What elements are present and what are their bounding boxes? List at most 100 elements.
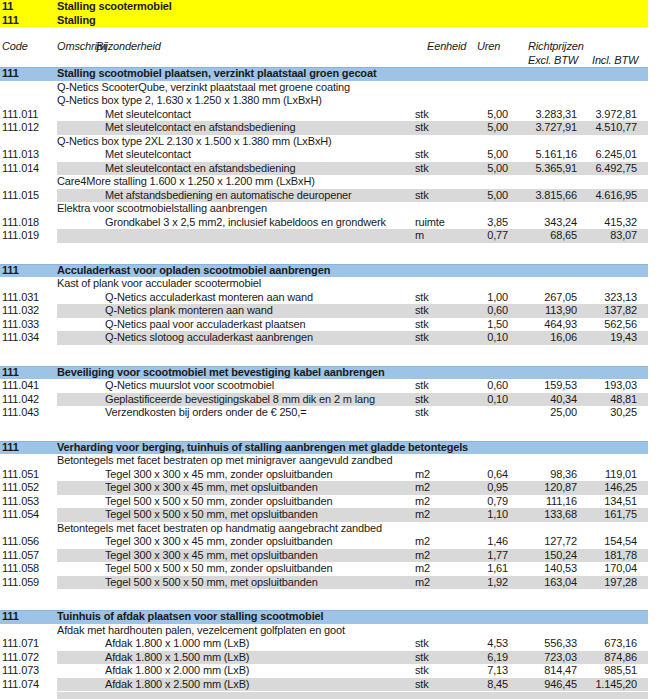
item-row: 111.034Q-Netics slotoog acculaderkast aa… — [0, 331, 661, 345]
item-row: 111.057Tegel 300 x 300 x 45 mm, met opsl… — [0, 549, 661, 563]
section: 111 Tuinhuis of afdak plaatsen voor stall… — [0, 610, 661, 691]
group-label: Kast of plank voor acculader scootermobi… — [57, 277, 261, 291]
section-header-row: 111 Tuinhuis of afdak plaatsen voor stall… — [0, 610, 661, 624]
cell-code: 111.074 — [2, 678, 39, 692]
cell-code: 111.071 — [2, 637, 39, 651]
item-row: 111.015 Met afstandsbediening en automati… — [0, 189, 661, 203]
group-row: Q-Netics box type 2XL 2.130 x 1.500 x 1.… — [0, 135, 661, 149]
section: 111Acculaderkast voor opladen scootmobie… — [0, 264, 661, 345]
cell-code: 111.058 — [2, 562, 39, 576]
cell-eenheid: m2 — [415, 481, 430, 495]
section-code: 111 — [2, 264, 19, 278]
section-header-row: 111Acculaderkast voor opladen scootmobie… — [0, 264, 661, 278]
group-row: Q-Netics ScooterQube, verzinkt plaatstaa… — [0, 81, 661, 95]
cell-code: 111.051 — [2, 468, 39, 482]
cell-eenheid: stk — [415, 393, 429, 407]
cell-code: 111.053 — [2, 495, 39, 509]
cell-eenheid: stk — [415, 637, 429, 651]
group-label: Q-Netics ScooterQube, verzinkt plaatstaa… — [57, 81, 350, 95]
section: 111 Stalling scootmobiel plaatsen, verzin… — [0, 67, 661, 243]
section-title: Stalling scootmobiel plaatsen, verzinkt … — [57, 67, 376, 81]
cell-code: 111.043 — [2, 406, 39, 420]
item-row: 111.012Met sleutelcontact en afstandsbed… — [0, 121, 661, 135]
item-row: 111.074Afdak 1.800 x 2.500 mm (LxB)stk8,… — [0, 678, 661, 692]
cell-description: Tegel 500 x 500 x 50 mm, zonder opsluitb… — [105, 495, 332, 509]
item-row: 111.043Verzendkosten bij orders onder de… — [0, 406, 661, 420]
cell-eenheid: m2 — [415, 535, 430, 549]
cell-incl-btw: 193,03 — [560, 379, 637, 393]
cell-code: 111.031 — [2, 291, 39, 305]
section-header-row: 111Verharding voor berging, tuinhuis of … — [0, 441, 661, 455]
cell-code: 111.052 — [2, 481, 39, 495]
cell-description: Q-Netics acculaderkast monteren aan wand — [105, 291, 313, 305]
cell-description: Tegel 300 x 300 x 45 mm, zonder opsluitb… — [105, 535, 332, 549]
cell-eenheid: stk — [415, 318, 429, 332]
title-label: Stalling scootermobiel — [57, 0, 172, 14]
cell-incl-btw: 874,86 — [560, 651, 637, 665]
group-label: Betontegels met facet bestraten op met m… — [57, 454, 392, 468]
cell-code: 111.042 — [2, 393, 39, 407]
cell-description: Tegel 500 x 500 x 50 mm, met opsluitband… — [105, 508, 318, 522]
cell-incl-btw: 161,75 — [560, 508, 637, 522]
cell-eenheid: stk — [415, 331, 429, 345]
cell-eenheid: stk — [415, 651, 429, 665]
group-label: Q-Netics box type 2XL 2.130 x 1.500 x 1.… — [57, 135, 332, 149]
item-row: 111.056Tegel 300 x 300 x 45 mm, zonder o… — [0, 535, 661, 549]
section-header-row: 111Beveiliging voor scootmobiel met beve… — [0, 366, 661, 380]
cell-eenheid: stk — [415, 108, 429, 122]
item-row: 111.014 Met sleutelcontact en afstandsbed… — [0, 162, 661, 176]
cell-code: 111.015 — [2, 189, 39, 203]
cell-code: 111.014 — [2, 162, 39, 176]
item-row: 111.052Tegel 300 x 300 x 45 mm, met opsl… — [0, 481, 661, 495]
section-code: 111 — [2, 610, 19, 624]
column-header-row-1: Code Omschrijvi Bijzonderheid Eenheid Ur… — [0, 40, 661, 54]
cell-description: Met afstandsbediening en automatische de… — [105, 189, 352, 203]
section: 111Verharding voor berging, tuinhuis of … — [0, 441, 661, 590]
cell-incl-btw: 154,54 — [560, 535, 637, 549]
cell-code: 111.073 — [2, 664, 39, 678]
title-row-1: 11 Stalling scootermobiel — [0, 0, 661, 14]
yellow-highlight — [0, 14, 648, 28]
col-header-incl-btw: Incl. BTW — [592, 54, 638, 68]
col-header-code: Code — [2, 40, 28, 54]
section-title: Tuinhuis of afdak plaatsen voor stalling… — [57, 610, 323, 624]
section-code: 111 — [2, 67, 19, 81]
cell-code: 111.013 — [2, 148, 39, 162]
group-row: Betontegels met facet bestraten op met m… — [0, 454, 661, 468]
cell-eenheid: m — [415, 229, 424, 243]
cell-code: 111.032 — [2, 304, 39, 318]
cell-code: 111.019 — [2, 229, 39, 243]
cell-eenheid: ruimte — [415, 216, 445, 230]
cell-eenheid: stk — [415, 291, 429, 305]
cell-incl-btw: 119,01 — [560, 468, 637, 482]
item-row: 111.072Afdak 1.800 x 1.500 mm (LxB)stk6,… — [0, 651, 661, 665]
cell-description: Afdak 1.800 x 1.000 mm (LxB) — [105, 637, 249, 651]
cell-code: 111.041 — [2, 379, 39, 393]
item-row: 111.058Tegel 500 x 500 x 50 mm, zonder o… — [0, 562, 661, 576]
title-code: 111 — [2, 14, 19, 28]
item-row: 111.051Tegel 300 x 300 x 45 mm, zonder o… — [0, 468, 661, 482]
group-row: Care4More stalling 1.600 x 1.250 x 1.200… — [0, 175, 661, 189]
item-row: 111.054Tegel 500 x 500 x 50 mm, met opsl… — [0, 508, 661, 522]
item-row: 111.041Q-Netics muurslot voor scootmobie… — [0, 379, 661, 393]
group-label: Care4More stalling 1.600 x 1.250 x 1.200… — [57, 175, 315, 189]
cell-incl-btw: 323,13 — [560, 291, 637, 305]
cell-incl-btw: 19,43 — [560, 331, 637, 345]
section-title: Verharding voor berging, tuinhuis of sta… — [57, 441, 468, 455]
item-row: 111.073Afdak 1.800 x 2.000 mm (LxB)stk7,… — [0, 664, 661, 678]
col-header-richtprijzen: Richtprijzen — [528, 40, 584, 54]
cell-incl-btw: 137,82 — [560, 304, 637, 318]
cell-eenheid: stk — [415, 678, 429, 692]
cell-eenheid: m2 — [415, 562, 430, 576]
item-row: 111.033Q-Netics paal voor acculaderkast … — [0, 318, 661, 332]
section-code: 111 — [2, 366, 19, 380]
cell-description: Met sleutelcontact en afstandsbediening — [105, 162, 295, 176]
item-row: 111.019m0,7768,6583,07 — [0, 229, 661, 243]
cell-code: 111.012 — [2, 121, 39, 135]
item-row: 111.018Grondkabel 3 x 2,5 mm2, inclusief… — [0, 216, 661, 230]
cell-eenheid: stk — [415, 121, 429, 135]
group-label: Afdak met hardhouten palen, vezelcement … — [57, 624, 345, 638]
item-row: 111.042Geplastificeerde bevestigingskabe… — [0, 393, 661, 407]
cell-code: 111.018 — [2, 216, 39, 230]
cell-eenheid: m2 — [415, 508, 430, 522]
